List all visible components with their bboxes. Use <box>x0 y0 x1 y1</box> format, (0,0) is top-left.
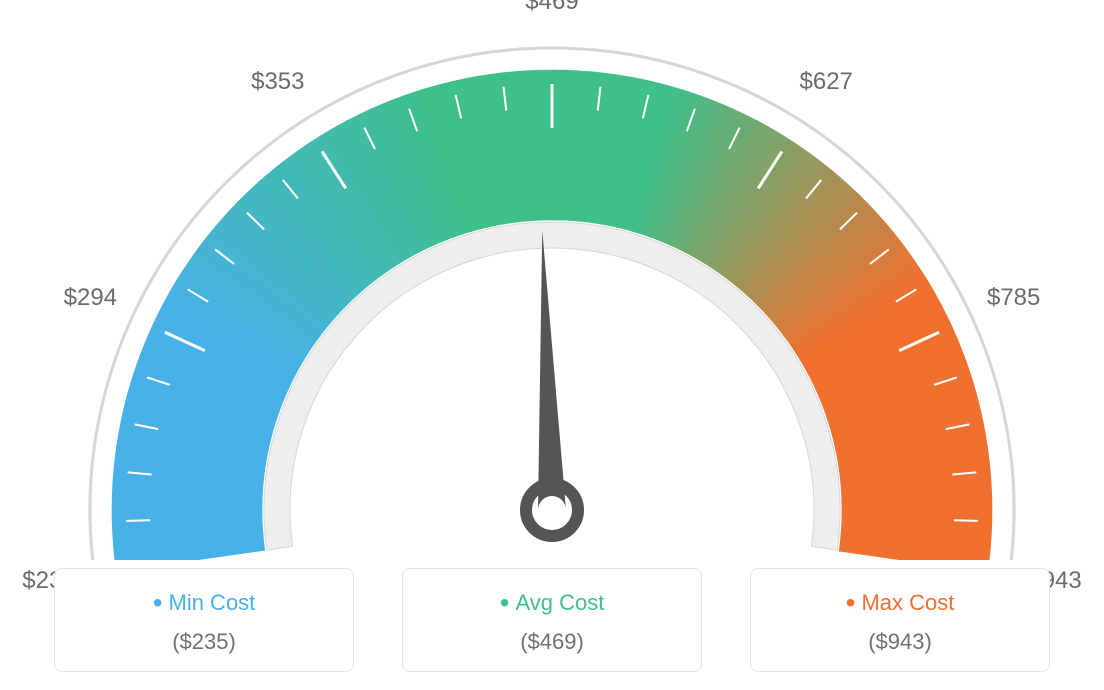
gauge-tick-label: $627 <box>799 68 852 96</box>
gauge-svg <box>0 0 1104 560</box>
legend-value-min: ($235) <box>65 629 343 655</box>
legend-label: Min Cost <box>169 590 256 615</box>
legend-title-max: •Max Cost <box>761 587 1039 619</box>
legend-card-avg: •Avg Cost ($469) <box>402 568 702 672</box>
gauge-tick-label: $785 <box>987 284 1040 312</box>
legend-value-avg: ($469) <box>413 629 691 655</box>
dot-icon: • <box>153 587 163 618</box>
legend-value-max: ($943) <box>761 629 1039 655</box>
gauge-tick-label: $294 <box>64 284 117 312</box>
gauge-tick-label: $469 <box>525 0 578 16</box>
legend-title-min: •Min Cost <box>65 587 343 619</box>
legend-card-min: •Min Cost ($235) <box>54 568 354 672</box>
gauge-chart: $235$294$353$469$627$785$943 <box>0 0 1104 560</box>
legend-title-avg: •Avg Cost <box>413 587 691 619</box>
legend-label: Max Cost <box>861 590 954 615</box>
legend-row: •Min Cost ($235) •Avg Cost ($469) •Max C… <box>0 568 1104 672</box>
dot-icon: • <box>846 587 856 618</box>
legend-label: Avg Cost <box>515 590 604 615</box>
legend-card-max: •Max Cost ($943) <box>750 568 1050 672</box>
dot-icon: • <box>500 587 510 618</box>
gauge-tick-label: $353 <box>251 68 304 96</box>
